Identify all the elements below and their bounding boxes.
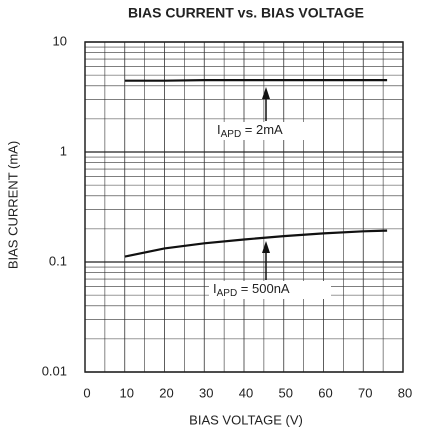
annotation-sub: APD (217, 288, 238, 299)
annotation-prefix: I (213, 281, 217, 296)
annotation: IAPD = 500nA (213, 281, 290, 298)
y-tick-label: 10 (53, 33, 67, 48)
y-tick-label: 1 (60, 143, 67, 158)
data-line (124, 78, 388, 82)
plot-frame (84, 41, 404, 373)
annotation-box (213, 122, 319, 140)
x-tick-label: 10 (120, 385, 134, 400)
data-line (124, 229, 388, 258)
annotation-prefix: I (217, 122, 221, 137)
annotation: IAPD = 2mA (217, 122, 283, 139)
arrow-head (262, 241, 270, 253)
y-tick-label: 0.01 (42, 363, 67, 378)
x-tick-label: 0 (83, 385, 90, 400)
x-tick-label: 20 (159, 385, 173, 400)
chart-title: BIAS CURRENT vs. BIAS VOLTAGE (128, 5, 364, 21)
annotation-suffix: = 2mA (241, 122, 283, 137)
x-tick-label: 50 (279, 385, 293, 400)
annotation-suffix: = 500nA (237, 281, 290, 296)
x-tick-label: 80 (398, 385, 412, 400)
x-tick-label: 70 (358, 385, 372, 400)
x-tick-label: 30 (199, 385, 213, 400)
annotation-box (209, 281, 331, 299)
x-axis-label: BIAS VOLTAGE (V) (189, 412, 303, 427)
arrow-head (262, 87, 270, 99)
y-tick-label: 0.1 (49, 253, 67, 268)
x-tick-label: 60 (318, 385, 332, 400)
y-axis-label: BIAS CURRENT (mA) (5, 141, 20, 269)
x-tick-label: 40 (239, 385, 253, 400)
annotation-sub: APD (221, 129, 242, 140)
